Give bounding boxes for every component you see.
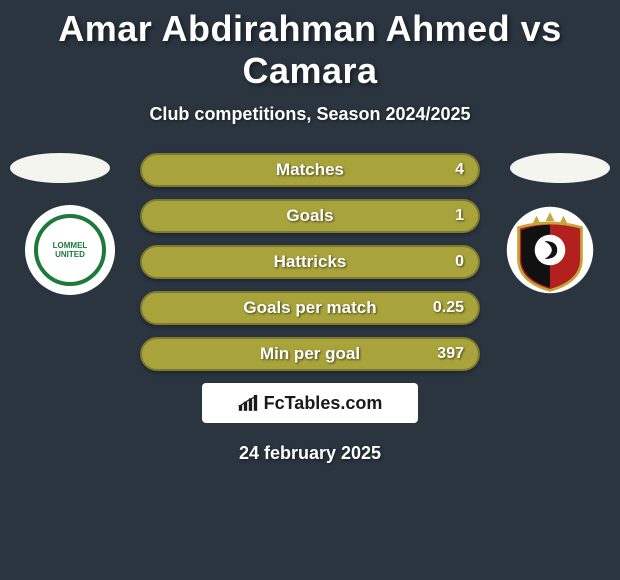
club-badge-left-label: LOMMEL UNITED — [38, 241, 102, 259]
stat-row-min-per-goal: Min per goal 397 — [140, 337, 480, 371]
stat-value: 0 — [455, 253, 464, 271]
brand-text: FcTables.com — [264, 393, 383, 414]
stat-row-goals: Goals 1 — [140, 199, 480, 233]
stat-value: 0.25 — [433, 299, 464, 317]
stat-label: Goals — [286, 206, 333, 226]
page-title: Amar Abdirahman Ahmed vs Camara — [0, 0, 620, 92]
club-badge-right — [500, 205, 600, 295]
club-badge-left-inner: LOMMEL UNITED — [34, 214, 106, 286]
stat-row-matches: Matches 4 — [140, 153, 480, 187]
club-badge-left: LOMMEL UNITED — [20, 205, 120, 295]
page-subtitle: Club competitions, Season 2024/2025 — [0, 104, 620, 125]
stat-value: 397 — [437, 345, 464, 363]
stat-label: Hattricks — [274, 252, 347, 272]
stat-row-goals-per-match: Goals per match 0.25 — [140, 291, 480, 325]
stat-value: 1 — [455, 207, 464, 225]
date-text: 24 february 2025 — [0, 443, 620, 464]
stat-label: Min per goal — [260, 344, 360, 364]
club-badge-right-shield — [505, 205, 595, 295]
brand-box[interactable]: FcTables.com — [202, 383, 418, 423]
content-area: LOMMEL UNITED Matches 4 Goals 1 Hattrick… — [0, 153, 620, 464]
stat-row-hattricks: Hattricks 0 — [140, 245, 480, 279]
stats-list: Matches 4 Goals 1 Hattricks 0 Goals per … — [140, 153, 480, 371]
player-right-placeholder — [510, 153, 610, 183]
shield-icon — [505, 205, 595, 295]
bar-chart-icon — [238, 395, 258, 411]
stat-value: 4 — [455, 161, 464, 179]
club-badge-left-circle: LOMMEL UNITED — [25, 205, 115, 295]
stat-label: Goals per match — [243, 298, 376, 318]
player-left-placeholder — [10, 153, 110, 183]
stat-label: Matches — [276, 160, 344, 180]
